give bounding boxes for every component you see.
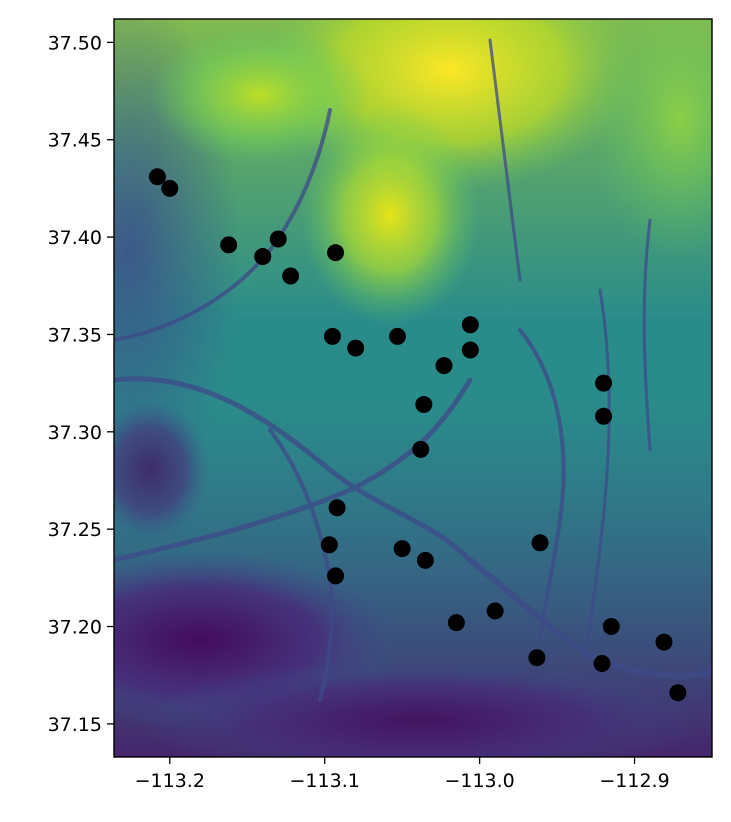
elevation-raster bbox=[114, 19, 712, 757]
scatter-point bbox=[269, 230, 287, 248]
scatter-point bbox=[486, 602, 504, 620]
scatter-point bbox=[327, 244, 345, 262]
scatter-point bbox=[282, 267, 300, 285]
x-axis: −113.2 −113.1 −113.0 −112.9 bbox=[135, 757, 670, 792]
y-tick-label: 37.15 bbox=[48, 714, 102, 736]
scatter-point bbox=[161, 179, 179, 197]
scatter-point bbox=[461, 316, 479, 334]
scatter-point bbox=[669, 684, 687, 702]
y-axis: 37.15 37.20 37.25 37.30 37.35 37.40 37.45 37.50 bbox=[48, 32, 114, 736]
y-tick-label: 37.50 bbox=[48, 32, 102, 54]
scatter-point bbox=[602, 618, 620, 636]
scatter-point bbox=[323, 327, 341, 345]
scatter-point bbox=[389, 327, 407, 345]
y-tick-label: 37.20 bbox=[48, 617, 102, 639]
x-tick-label: −113.0 bbox=[444, 770, 514, 792]
scatter-point bbox=[531, 534, 549, 552]
scatter-point bbox=[220, 236, 238, 254]
scatter-point bbox=[393, 540, 411, 558]
scatter-point bbox=[254, 248, 272, 266]
scatter-point bbox=[328, 499, 346, 517]
scatter-point bbox=[595, 374, 613, 392]
plot-frame bbox=[113, 18, 713, 758]
scatter-point bbox=[435, 357, 453, 375]
scatter-points bbox=[148, 168, 687, 702]
scatter-point bbox=[595, 407, 613, 425]
y-tick-label: 37.45 bbox=[48, 130, 102, 152]
scatter-point bbox=[412, 440, 430, 458]
scatter-point bbox=[655, 633, 673, 651]
scatter-point bbox=[148, 168, 166, 186]
y-tick-label: 37.40 bbox=[48, 227, 102, 249]
scatter-point bbox=[447, 614, 465, 632]
scatter-point bbox=[528, 649, 546, 667]
scatter-point bbox=[415, 396, 433, 414]
scatter-point bbox=[461, 341, 479, 359]
x-tick-label: −113.2 bbox=[135, 770, 205, 792]
y-tick-label: 37.30 bbox=[48, 422, 102, 444]
scatter-point bbox=[320, 536, 338, 554]
x-tick-label: −112.9 bbox=[599, 770, 669, 792]
scatter-point bbox=[593, 655, 611, 673]
y-tick-label: 37.35 bbox=[48, 324, 102, 346]
scatter-point bbox=[327, 567, 345, 585]
scatter-point bbox=[416, 551, 434, 569]
y-tick-label: 37.25 bbox=[48, 519, 102, 541]
x-tick-label: −113.1 bbox=[290, 770, 360, 792]
scatter-point bbox=[347, 339, 365, 357]
